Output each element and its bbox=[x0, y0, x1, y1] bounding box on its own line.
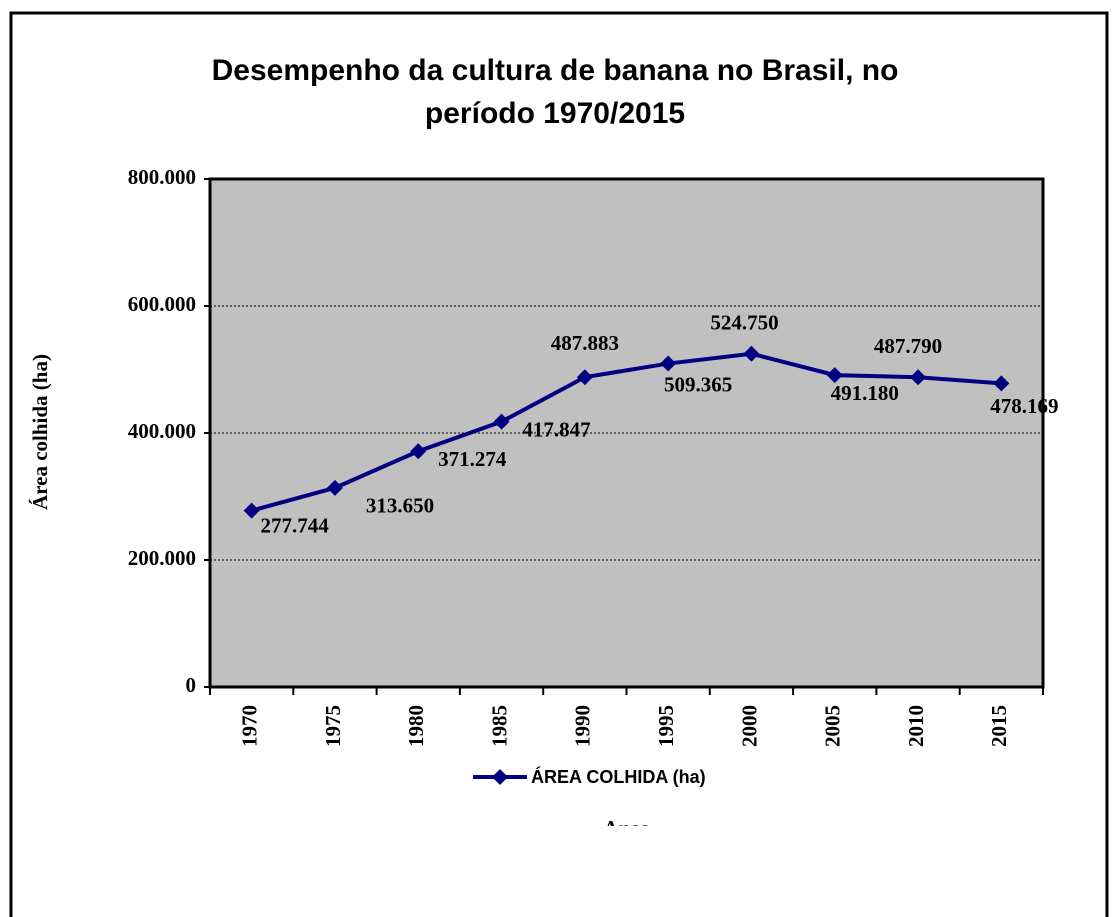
data-label: 509.365 bbox=[664, 372, 732, 396]
data-point bbox=[410, 443, 427, 460]
data-label: 277.744 bbox=[261, 513, 330, 537]
y-axis-label: Área colhida (ha) bbox=[28, 354, 52, 510]
y-tick-label: 0 bbox=[186, 673, 197, 697]
data-point bbox=[826, 367, 843, 384]
data-label: 487.790 bbox=[874, 334, 942, 358]
data-label: 478.169 bbox=[990, 394, 1058, 418]
x-tick-label: 1970 bbox=[237, 705, 261, 747]
x-tick-label: 1990 bbox=[571, 705, 595, 747]
data-point bbox=[660, 355, 677, 372]
data-point bbox=[743, 345, 760, 362]
data-point bbox=[910, 369, 927, 386]
data-label: 417.847 bbox=[522, 417, 590, 441]
legend-marker bbox=[492, 769, 508, 785]
x-tick-label: 1975 bbox=[321, 705, 345, 747]
x-tick-label: 1985 bbox=[487, 705, 511, 747]
chart-title: período 1970/2015 bbox=[425, 97, 685, 130]
data-label: 487.883 bbox=[551, 331, 619, 355]
y-tick-label: 200.000 bbox=[128, 546, 196, 570]
data-line bbox=[251, 351, 1002, 513]
data-label: 524.750 bbox=[710, 311, 778, 335]
x-tick-label: 2015 bbox=[987, 705, 1011, 747]
x-axis-label: Anos bbox=[603, 816, 649, 840]
x-tick-label: 2010 bbox=[904, 705, 928, 747]
y-tick-label: 600.000 bbox=[128, 292, 196, 316]
x-tick-label: 1995 bbox=[654, 705, 678, 747]
data-point bbox=[243, 502, 260, 519]
y-tick-label: 400.000 bbox=[128, 419, 196, 443]
data-label: 313.650 bbox=[366, 494, 434, 518]
data-point bbox=[326, 479, 343, 496]
x-tick-label: 1980 bbox=[404, 705, 428, 747]
chart-title: Desempenho da cultura de banana no Brasi… bbox=[212, 54, 899, 87]
data-label: 371.274 bbox=[438, 447, 507, 471]
data-point bbox=[493, 413, 510, 430]
data-label: 491.180 bbox=[831, 381, 899, 405]
data-point bbox=[993, 375, 1010, 392]
x-tick-label: 2000 bbox=[737, 705, 761, 747]
legend-label: ÁREA COLHIDA (ha) bbox=[531, 766, 706, 787]
y-tick-label: 800.000 bbox=[128, 165, 196, 189]
chart-border bbox=[9, 11, 1109, 917]
data-point bbox=[576, 369, 593, 386]
x-tick-label: 2005 bbox=[821, 705, 845, 747]
